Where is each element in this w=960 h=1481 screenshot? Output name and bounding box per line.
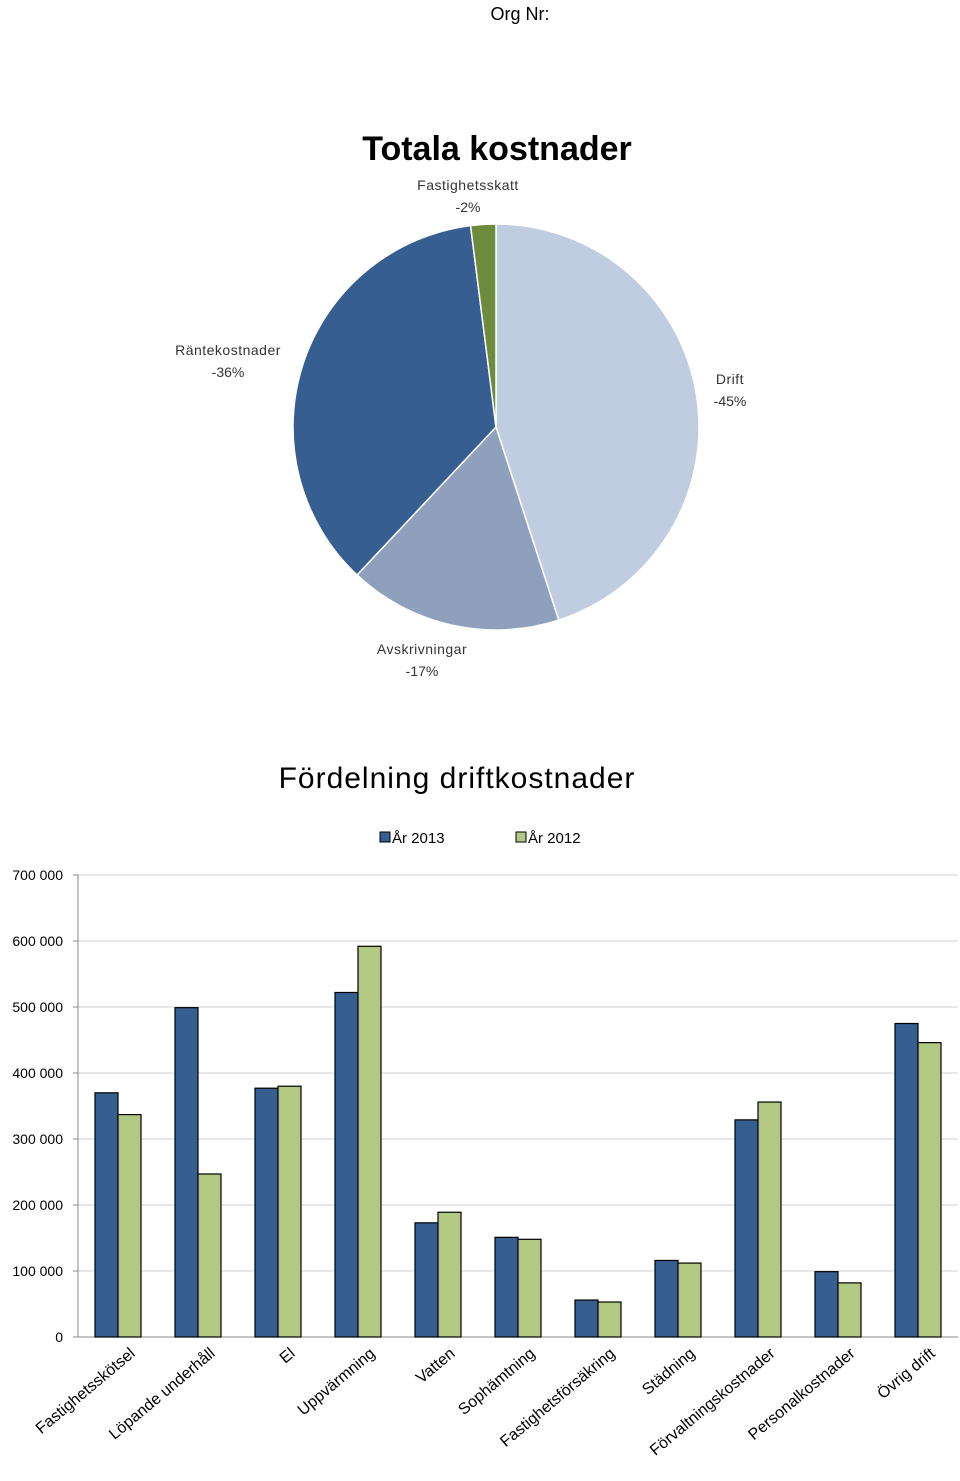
bar-2013-8 [654, 1259, 679, 1338]
bar-2013-7 [574, 1299, 599, 1338]
bar-bars [94, 945, 942, 1338]
bar-legend: År 2013 År 2012 [379, 830, 581, 847]
pie-slice-1 [495, 223, 700, 622]
bar-2013-5 [414, 1222, 439, 1338]
bar-2013-10 [814, 1271, 839, 1338]
bar-2012-4 [357, 945, 382, 1338]
pie-chart-title: Totala kostnader [362, 130, 632, 168]
pie-slices [292, 223, 700, 631]
y-tick-label: 100 000 [12, 1263, 63, 1279]
legend-label-2: År 2012 [528, 830, 581, 847]
y-tick-label: 500 000 [12, 999, 63, 1015]
bar-2012-11 [917, 1042, 942, 1338]
x-category-label: El [277, 1345, 299, 1367]
x-category-label: Städning [639, 1345, 698, 1399]
bar-chart: Fördelning driftkostnader År 2013 År 2012… [12, 762, 958, 1459]
y-tick-label: 0 [55, 1329, 63, 1345]
bar-2012-2 [197, 1173, 222, 1338]
bar-2012-1 [117, 1113, 142, 1338]
bar-2012-6 [517, 1238, 542, 1338]
pie-value-3: -36% [212, 364, 245, 380]
pie-slice-3 [292, 224, 497, 577]
legend-swatch-1 [379, 831, 391, 843]
y-tick-label: 600 000 [12, 933, 63, 949]
org-number-label: Org Nr: [490, 4, 549, 24]
bar-2013-11 [894, 1022, 919, 1338]
x-category-label: Uppvärmning [295, 1345, 379, 1419]
bar-2012-5 [437, 1211, 462, 1338]
pie-label-2: Avskrivningar [377, 641, 467, 657]
bar-grid: 0 100 000 200 000 300 000 400 000 500 000 600 … [12, 867, 958, 1345]
pie-slice-4 [469, 223, 497, 428]
pie-label-4: Fastighetsskatt [417, 177, 519, 193]
bar-2012-3 [277, 1085, 302, 1338]
bar-2013-2 [174, 1007, 199, 1338]
pie-value-2: -17% [406, 663, 439, 679]
pie-value-1: -45% [714, 393, 747, 409]
x-category-label: Övrig drift [874, 1344, 939, 1403]
pie-label-3: Räntekostnader [175, 342, 281, 358]
pie-slice-2 [355, 425, 560, 631]
bar-chart-title: Fördelning driftkostnader [279, 762, 636, 795]
x-category-label: Sophämtning [455, 1345, 538, 1419]
y-tick-label: 700 000 [12, 867, 63, 883]
bar-2013-4 [334, 991, 359, 1338]
legend-swatch-2 [515, 831, 527, 843]
y-tick-label: 400 000 [12, 1065, 63, 1081]
pie-label-1: Drift [716, 371, 744, 387]
legend-label-1: År 2013 [392, 830, 445, 847]
bar-2013-6 [494, 1236, 519, 1338]
pie-value-4: -2% [456, 199, 481, 215]
bar-2012-9 [757, 1101, 782, 1338]
x-category-label: Vatten [413, 1345, 458, 1387]
bar-2012-7 [597, 1301, 622, 1338]
y-tick-label: 200 000 [12, 1197, 63, 1213]
bar-2012-10 [837, 1282, 862, 1338]
bar-2012-8 [677, 1262, 702, 1338]
bar-2013-9 [734, 1119, 759, 1338]
pie-chart: Totala kostnader Drift -45% Avskrivningar -… [175, 130, 746, 679]
bar-2013-3 [254, 1087, 279, 1338]
bar-2013-1 [94, 1092, 119, 1338]
y-tick-label: 300 000 [12, 1131, 63, 1147]
pie-labels: Drift -45% Avskrivningar -17% Räntekostnader… [175, 177, 746, 679]
